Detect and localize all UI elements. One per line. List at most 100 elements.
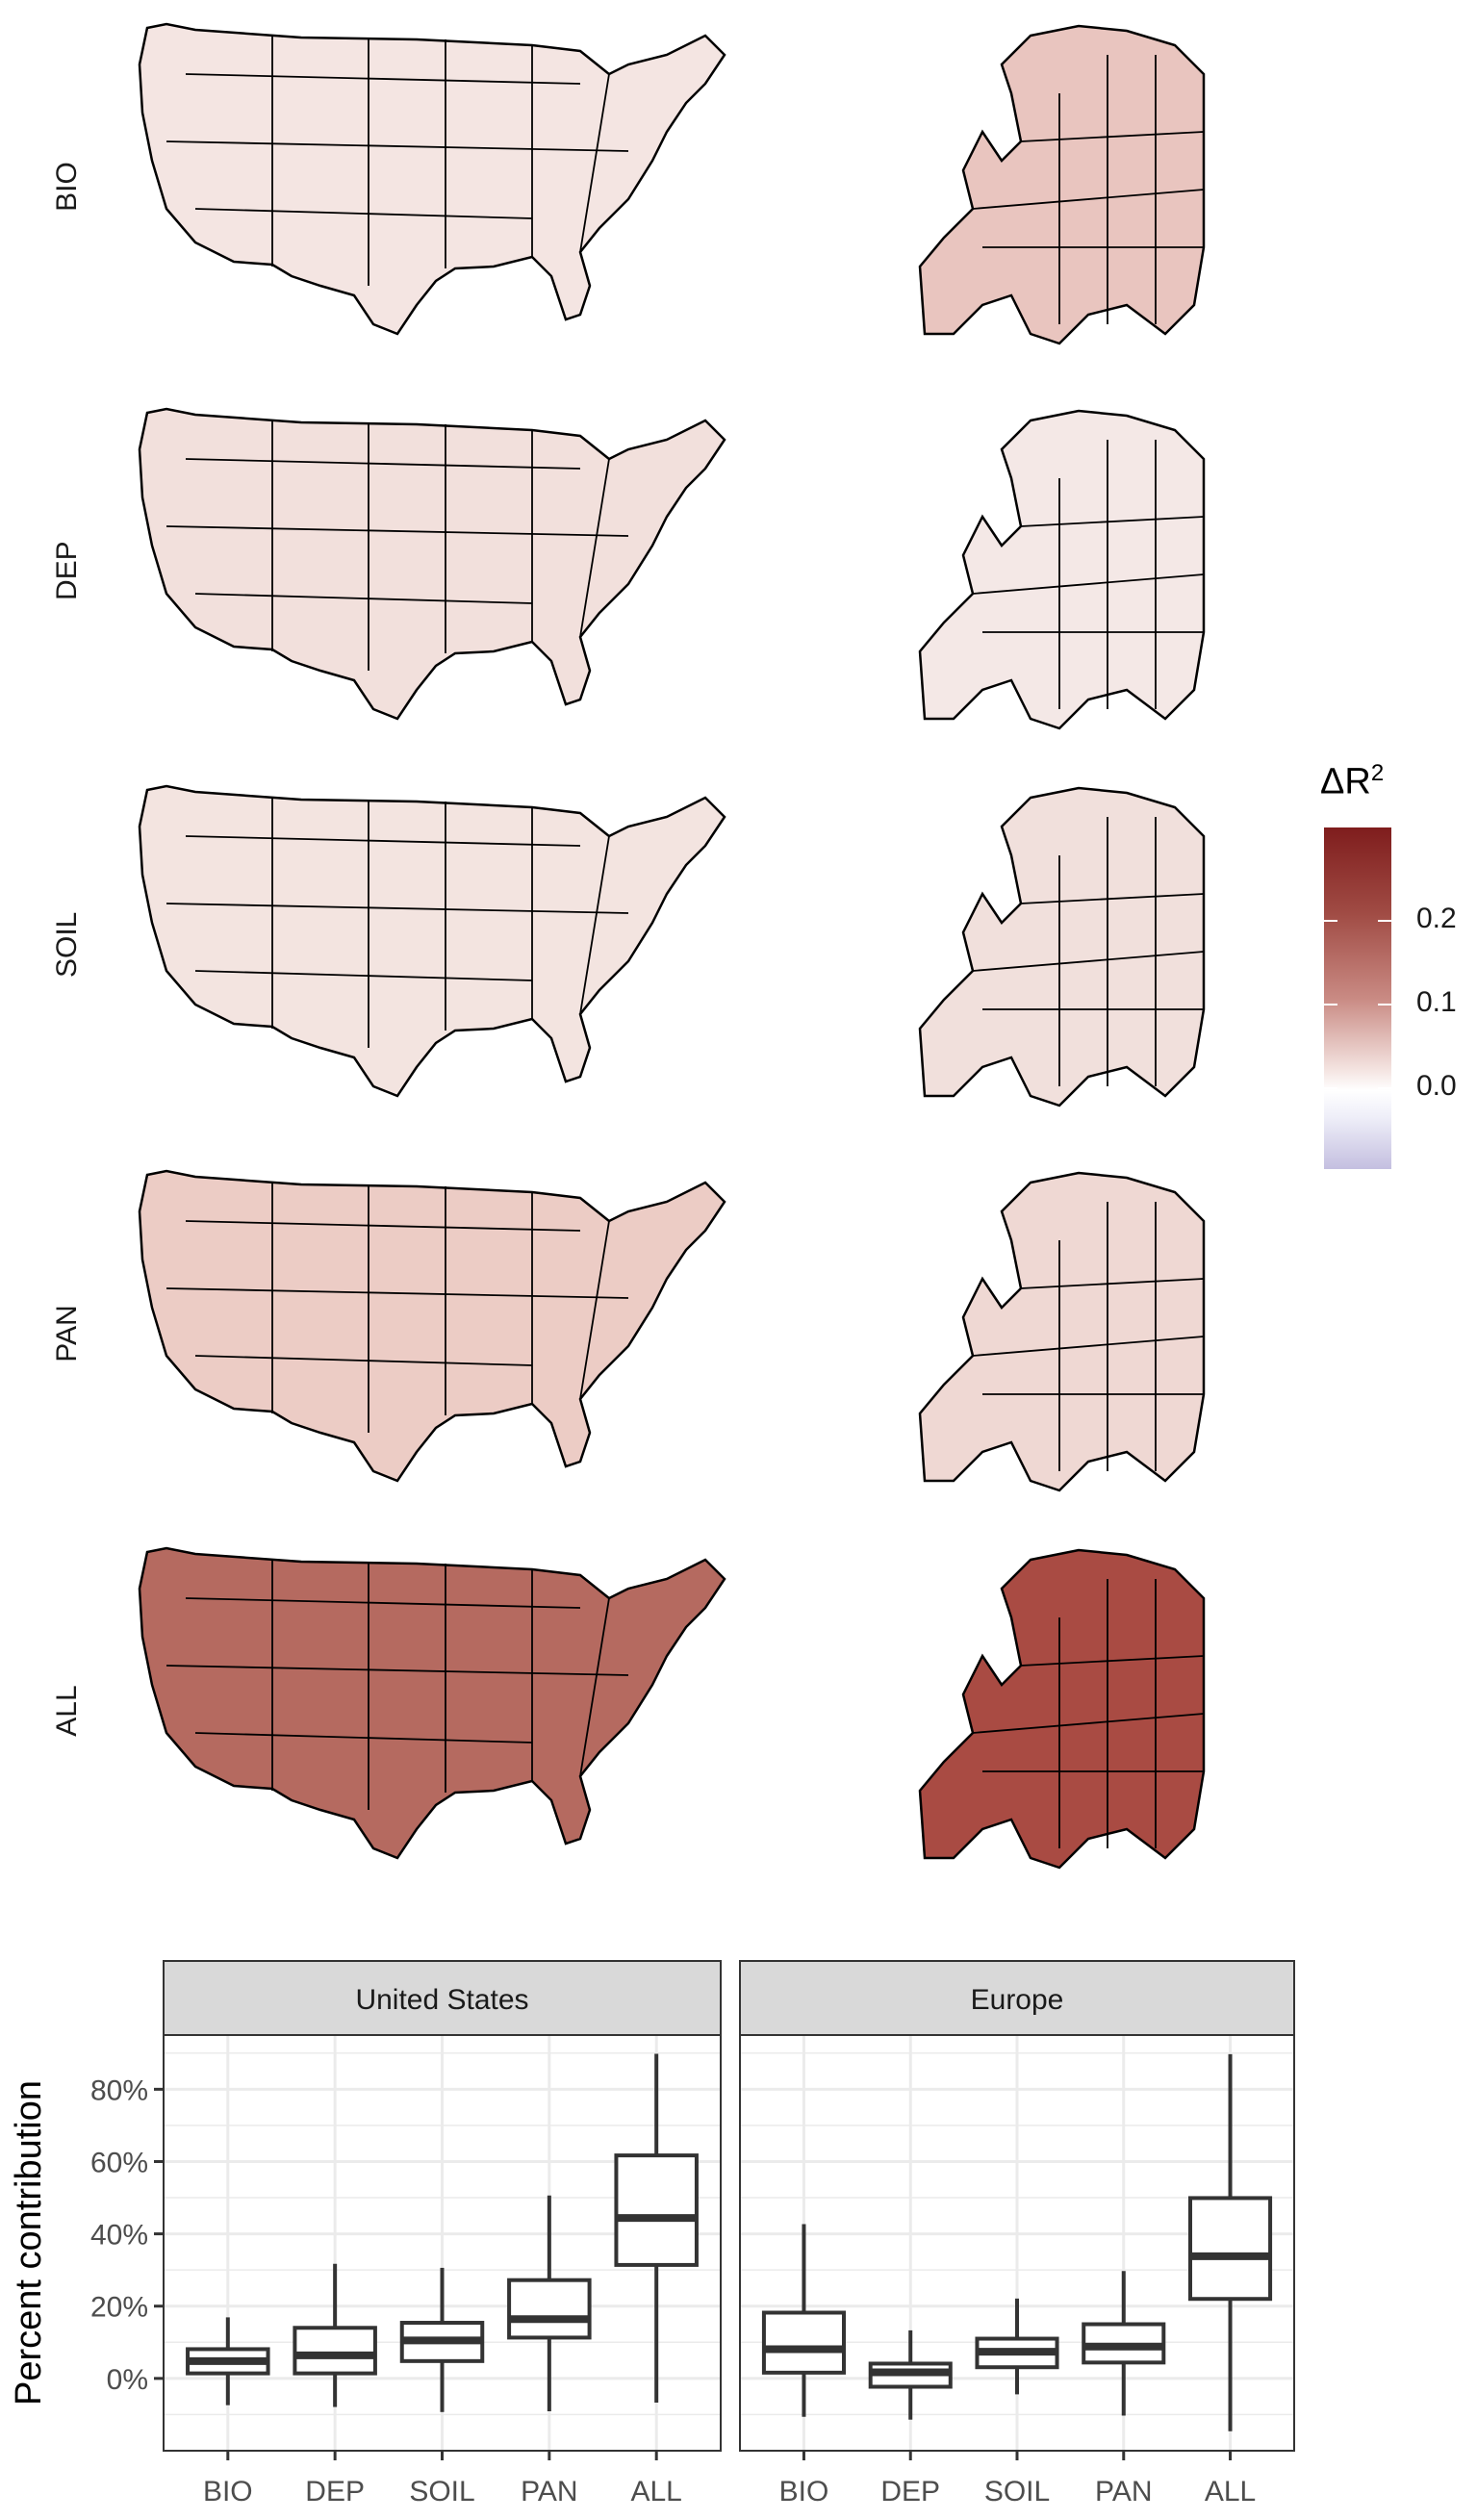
- region-border: [185, 73, 581, 85]
- map-outline: [918, 24, 1206, 345]
- region-border: [166, 1665, 629, 1676]
- region-border: [579, 1220, 610, 1400]
- y-tick-label: 80%: [90, 2075, 148, 2106]
- box-iqr: [293, 2326, 377, 2376]
- region-border: [579, 835, 610, 1015]
- europe-map-all: [918, 1548, 1206, 1870]
- x-tick-label: PAN: [1095, 2476, 1152, 2507]
- europe-map-dep: [918, 409, 1206, 730]
- map-row-label: DEP: [51, 541, 83, 600]
- facet-strip: [739, 1960, 1295, 2036]
- region-border: [185, 1597, 581, 1609]
- facet-panel-europe: Europe BIO DEP SOIL PAN ALL: [739, 1960, 1295, 2507]
- us-map-soil: [138, 784, 726, 1098]
- region-border: [194, 1732, 533, 1744]
- region-border: [1020, 131, 1205, 142]
- x-tick-label: DEP: [880, 2476, 940, 2507]
- region-border: [579, 1597, 610, 1777]
- map-outline: [138, 1546, 726, 1860]
- region-border: [194, 970, 533, 981]
- legend-tick-mark: [1324, 1087, 1391, 1089]
- panel-border: [163, 2034, 722, 2452]
- map-outline: [918, 1171, 1206, 1492]
- map-outline: [918, 1548, 1206, 1870]
- legend-tick-label: 0.2: [1416, 903, 1457, 934]
- legend-tick-mark: [1324, 1004, 1391, 1005]
- box-bio: [186, 2317, 270, 2405]
- x-tick-label: BIO: [203, 2476, 253, 2507]
- color-legend: ΔR2 0.2 0.1 0.0: [1320, 760, 1473, 1184]
- region-border: [1020, 893, 1205, 904]
- europe-map-pan: [918, 1171, 1206, 1492]
- europe-map-soil: [918, 786, 1206, 1107]
- box-all: [614, 2053, 699, 2404]
- x-tick-label: BIO: [779, 2476, 829, 2507]
- region-border: [194, 208, 533, 219]
- box-all: [1188, 2053, 1273, 2431]
- y-axis-label: Percent contribution: [9, 2080, 49, 2405]
- region-border: [166, 140, 629, 152]
- us-map-dep: [138, 407, 726, 721]
- map-outline: [918, 409, 1206, 730]
- region-border: [579, 73, 610, 253]
- region-border: [185, 835, 581, 847]
- box-iqr: [614, 2153, 699, 2267]
- y-tick-label: 0%: [107, 2364, 148, 2396]
- legend-tick-label: 0.1: [1416, 986, 1457, 1018]
- map-row-label: ALL: [51, 1685, 83, 1737]
- region-border: [579, 458, 610, 638]
- x-tick-label: SOIL: [984, 2476, 1050, 2507]
- box-bio: [761, 2224, 847, 2417]
- box-pan: [507, 2195, 592, 2412]
- legend-colorbar: [1324, 827, 1391, 1169]
- region-border: [1020, 1655, 1205, 1667]
- region-border: [1020, 516, 1205, 527]
- region-border: [185, 458, 581, 470]
- region-border: [194, 593, 533, 604]
- region-border: [185, 1220, 581, 1232]
- region-border: [166, 903, 629, 914]
- box-dep: [868, 2329, 953, 2420]
- us-map-bio: [138, 22, 726, 336]
- facet-strip: [163, 1960, 722, 2036]
- legend-tick-label: 0.0: [1416, 1070, 1457, 1102]
- map-outline: [918, 786, 1206, 1107]
- region-border: [972, 951, 1205, 972]
- map-outline: [138, 22, 726, 336]
- x-tick-label: ALL: [1205, 2476, 1256, 2507]
- region-border: [972, 189, 1205, 210]
- box-soil: [399, 2267, 485, 2412]
- map-row-label: PAN: [51, 1305, 83, 1362]
- map-outline: [138, 407, 726, 721]
- facet-title: Europe: [971, 1984, 1064, 2016]
- box-soil: [975, 2298, 1059, 2395]
- box-pan: [1082, 2271, 1166, 2416]
- x-tick-label: ALL: [630, 2476, 681, 2507]
- box-dep: [293, 2263, 377, 2407]
- facet-title: United States: [355, 1984, 528, 2016]
- box-iqr: [507, 2278, 592, 2340]
- legend-tick-mark: [1324, 920, 1391, 922]
- legend-title: ΔR2: [1320, 760, 1385, 802]
- region-border: [972, 573, 1205, 595]
- panel-border: [739, 2034, 1295, 2452]
- region-border: [972, 1336, 1205, 1357]
- box-iqr: [1188, 2196, 1273, 2302]
- boxplot-chart: United States BIO DEP SOIL PAN ALL 0% 20% 40% 60%…: [9, 1960, 1295, 2507]
- region-border: [972, 1713, 1205, 1734]
- facet-panel-united-states: United States BIO DEP SOIL PAN ALL 0% 20% 40% 60%…: [90, 1960, 722, 2507]
- us-map-all: [138, 1546, 726, 1860]
- map-outline: [138, 1169, 726, 1483]
- map-outline: [138, 784, 726, 1098]
- x-tick-label: SOIL: [409, 2476, 474, 2507]
- x-tick-label: DEP: [305, 2476, 365, 2507]
- map-row-label: BIO: [51, 162, 83, 212]
- us-map-pan: [138, 1169, 726, 1483]
- europe-map-bio: [918, 24, 1206, 345]
- box-iqr: [761, 2310, 847, 2375]
- y-tick-label: 20%: [90, 2292, 148, 2324]
- region-border: [1020, 1278, 1205, 1289]
- region-border: [166, 1287, 629, 1299]
- map-row-label: SOIL: [51, 911, 83, 978]
- region-border: [166, 525, 629, 537]
